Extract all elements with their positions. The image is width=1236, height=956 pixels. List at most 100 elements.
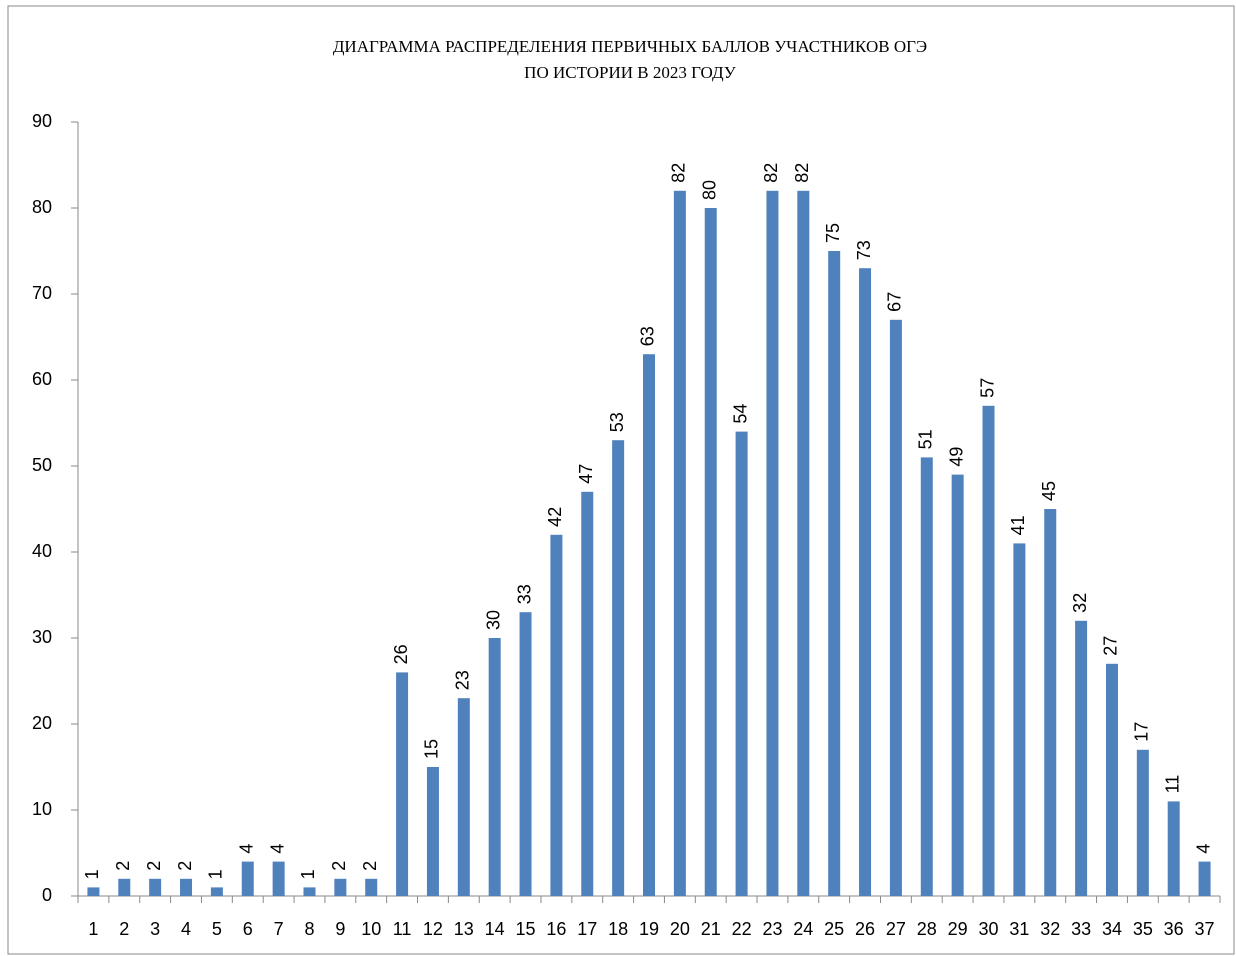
data-label: 4 — [237, 844, 257, 854]
bar — [149, 878, 162, 896]
y-tick-label: 0 — [42, 885, 52, 905]
y-tick-label: 70 — [32, 283, 52, 303]
bar — [1044, 509, 1057, 896]
x-tick-label: 2 — [119, 919, 129, 939]
bar — [951, 474, 964, 896]
data-label: 2 — [360, 861, 380, 871]
data-label: 26 — [391, 644, 411, 664]
data-label: 57 — [977, 378, 997, 398]
bar — [488, 638, 501, 896]
data-label: 67 — [885, 292, 905, 312]
x-tick-label: 32 — [1040, 919, 1060, 939]
x-tick-label: 4 — [181, 919, 191, 939]
x-tick-label: 26 — [855, 919, 875, 939]
x-tick-label: 7 — [274, 919, 284, 939]
bar — [118, 878, 131, 896]
bar — [303, 887, 316, 896]
bar — [766, 190, 779, 897]
bar — [1105, 663, 1118, 896]
bar — [457, 698, 470, 896]
x-tick-label: 12 — [423, 919, 443, 939]
y-tick-label: 10 — [32, 799, 52, 819]
y-tick-label: 30 — [32, 627, 52, 647]
x-tick-label: 25 — [824, 919, 844, 939]
x-tick-label: 37 — [1195, 919, 1215, 939]
data-label: 51 — [916, 429, 936, 449]
bar — [426, 767, 439, 896]
data-label: 75 — [823, 223, 843, 243]
x-tick-label: 28 — [917, 919, 937, 939]
data-label: 82 — [761, 163, 781, 183]
data-label: 2 — [144, 861, 164, 871]
x-tick-label: 9 — [335, 919, 345, 939]
bar — [396, 672, 409, 896]
bar — [210, 887, 223, 896]
x-tick-label: 10 — [361, 919, 381, 939]
data-label: 82 — [669, 163, 689, 183]
bar — [87, 887, 100, 896]
chart-border — [7, 5, 1235, 955]
data-label: 11 — [1162, 775, 1182, 794]
data-label: 42 — [545, 507, 565, 527]
data-label: 45 — [1039, 481, 1059, 501]
bar — [828, 251, 841, 896]
bar — [673, 190, 686, 897]
x-tick-label: 11 — [393, 919, 412, 939]
data-label: 41 — [1008, 515, 1028, 535]
bar — [365, 878, 378, 896]
bar — [1075, 620, 1088, 896]
x-tick-label: 30 — [978, 919, 998, 939]
bar — [550, 534, 563, 896]
x-tick-label: 14 — [485, 919, 505, 939]
x-tick-label: 19 — [639, 919, 659, 939]
data-label: 23 — [453, 670, 473, 690]
data-label: 27 — [1101, 636, 1121, 656]
x-tick-label: 6 — [243, 919, 253, 939]
x-tick-label: 29 — [948, 919, 968, 939]
x-tick-label: 8 — [304, 919, 314, 939]
bar — [612, 440, 625, 896]
x-tick-label: 20 — [670, 919, 690, 939]
y-tick-label: 80 — [32, 197, 52, 217]
data-label: 1 — [82, 869, 102, 879]
x-tick-label: 31 — [1009, 919, 1029, 939]
x-tick-label: 23 — [762, 919, 782, 939]
x-tick-label: 22 — [732, 919, 752, 939]
data-label: 1 — [206, 869, 226, 879]
bar — [643, 354, 655, 896]
bar — [797, 190, 810, 897]
x-tick-label: 15 — [516, 919, 536, 939]
x-tick-label: 27 — [886, 919, 906, 939]
chart-title: ДИАГРАММА РАСПРЕДЕЛЕНИЯ ПЕРВИЧНЫХ БАЛЛОВ… — [333, 37, 927, 56]
data-label: 2 — [329, 861, 349, 871]
bar — [735, 431, 748, 896]
bar — [1136, 749, 1149, 896]
x-tick-label: 33 — [1071, 919, 1091, 939]
bar — [581, 491, 594, 896]
data-label: 82 — [792, 163, 812, 183]
data-label: 49 — [946, 447, 966, 467]
x-tick-label: 3 — [150, 919, 160, 939]
bar — [889, 319, 902, 896]
data-label: 4 — [1193, 844, 1213, 854]
data-label: 54 — [730, 404, 750, 424]
y-tick-label: 20 — [32, 713, 52, 733]
data-label: 53 — [607, 412, 627, 432]
x-tick-label: 35 — [1133, 919, 1153, 939]
x-tick-label: 13 — [454, 919, 474, 939]
bar — [519, 612, 532, 896]
data-label: 80 — [699, 180, 719, 200]
data-label: 15 — [422, 739, 442, 759]
bar — [704, 208, 717, 896]
bar — [241, 861, 254, 896]
bar — [1198, 861, 1211, 896]
x-tick-label: 24 — [793, 919, 813, 939]
bar — [859, 268, 872, 896]
data-label: 30 — [483, 610, 503, 630]
bar — [982, 405, 995, 896]
bar — [1167, 801, 1180, 896]
x-tick-label: 5 — [212, 919, 222, 939]
bar — [180, 878, 193, 896]
x-tick-label: 18 — [608, 919, 628, 939]
